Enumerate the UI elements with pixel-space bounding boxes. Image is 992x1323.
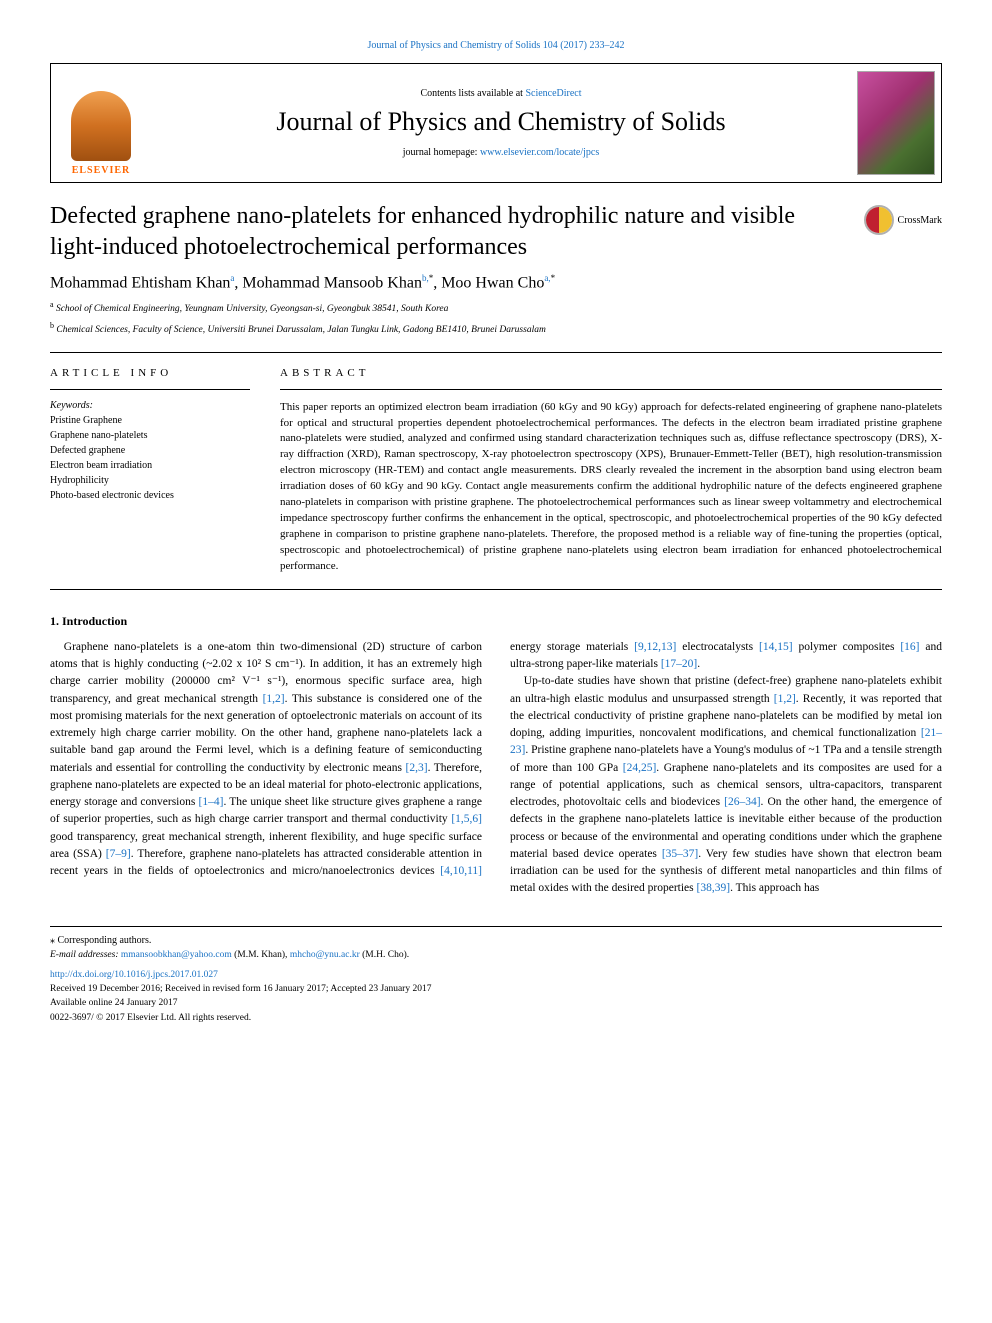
email-1[interactable]: mmansoobkhan@yahoo.com — [121, 950, 232, 960]
homepage-prefix: journal homepage: — [403, 147, 480, 158]
elsevier-logo: ELSEVIER — [51, 64, 151, 182]
ref-link[interactable]: [2,3] — [406, 762, 428, 774]
corresponding-note: ⁎ Corresponding authors. — [50, 933, 942, 948]
author-3-star: * — [551, 273, 556, 283]
affil-a-text: School of Chemical Engineering, Yeungnam… — [54, 304, 449, 314]
keyword: Graphene nano-platelets — [50, 428, 250, 443]
received-line: Received 19 December 2016; Received in r… — [50, 982, 942, 996]
abstract-head: ABSTRACT — [280, 367, 942, 379]
email-line: E-mail addresses: mmansoobkhan@yahoo.com… — [50, 948, 942, 962]
email-label: E-mail addresses: — [50, 950, 121, 960]
keyword: Electron beam irradiation — [50, 458, 250, 473]
ref-link[interactable]: [17–20] — [661, 658, 697, 670]
rule-top — [50, 352, 942, 353]
ref-link[interactable]: [1,5,6] — [451, 813, 482, 825]
ref-link[interactable]: [4,10,11] — [440, 865, 482, 877]
affiliation-b: b Chemical Sciences, Faculty of Science,… — [50, 320, 942, 337]
author-2: Mohammad Mansoob Khan — [242, 275, 422, 292]
ref-link[interactable]: [9,12,13] — [634, 641, 676, 653]
header-center: Contents lists available at ScienceDirec… — [151, 80, 851, 166]
elsevier-text: ELSEVIER — [72, 165, 131, 176]
affiliation-a: a School of Chemical Engineering, Yeungn… — [50, 299, 942, 316]
elsevier-tree-icon — [71, 91, 131, 161]
contents-prefix: Contents lists available at — [420, 88, 525, 99]
ref-link[interactable]: [26–34] — [724, 796, 760, 808]
ref-link[interactable]: [14,15] — [759, 641, 793, 653]
ref-link[interactable]: [38,39] — [697, 882, 731, 894]
journal-cover-image — [857, 71, 935, 175]
email-2-who: (M.H. Cho). — [360, 950, 409, 960]
available-line: Available online 24 January 2017 — [50, 996, 942, 1010]
keyword: Pristine Graphene — [50, 413, 250, 428]
keyword: Defected graphene — [50, 443, 250, 458]
keywords-list: Pristine Graphene Graphene nano-platelet… — [50, 413, 250, 503]
email-1-who: (M.M. Khan), — [232, 950, 290, 960]
ref-link[interactable]: [35–37] — [662, 848, 698, 860]
footer: ⁎ Corresponding authors. E-mail addresse… — [50, 926, 942, 1025]
ref-link[interactable]: [16] — [900, 641, 919, 653]
email-2[interactable]: mhcho@ynu.ac.kr — [290, 950, 360, 960]
article-title: Defected graphene nano-platelets for enh… — [50, 201, 844, 263]
ref-link[interactable]: [24,25] — [623, 762, 657, 774]
article-info: ARTICLE INFO Keywords: Pristine Graphene… — [50, 367, 250, 575]
sciencedirect-link[interactable]: ScienceDirect — [525, 88, 581, 99]
contents-line: Contents lists available at ScienceDirec… — [161, 88, 841, 99]
intro-para-2: Up-to-date studies have shown that prist… — [510, 673, 942, 897]
info-rule — [50, 389, 250, 390]
rule-bottom — [50, 589, 942, 590]
crossmark-badge[interactable]: CrossMark — [864, 205, 942, 235]
author-2-affil[interactable]: b, — [422, 273, 429, 283]
keyword: Photo-based electronic devices — [50, 488, 250, 503]
intro-heading: 1. Introduction — [50, 614, 942, 629]
author-2-star: * — [429, 273, 434, 283]
abstract-rule — [280, 389, 942, 390]
doi-link[interactable]: http://dx.doi.org/10.1016/j.jpcs.2017.01… — [50, 968, 942, 982]
journal-cover-container — [851, 64, 941, 182]
crossmark-icon — [864, 205, 894, 235]
abstract: ABSTRACT This paper reports an optimized… — [280, 367, 942, 575]
ref-link[interactable]: [1,2] — [774, 693, 796, 705]
homepage-line: journal homepage: www.elsevier.com/locat… — [161, 147, 841, 158]
affil-b-text: Chemical Sciences, Faculty of Science, U… — [54, 325, 546, 335]
ref-link[interactable]: [7–9] — [106, 848, 131, 860]
copyright-line: 0022-3697/ © 2017 Elsevier Ltd. All righ… — [50, 1011, 942, 1025]
crossmark-label: CrossMark — [898, 215, 942, 226]
journal-citation[interactable]: Journal of Physics and Chemistry of Soli… — [50, 40, 942, 51]
authors: Mohammad Ehtisham Khana, Mohammad Mansoo… — [50, 273, 942, 292]
homepage-link[interactable]: www.elsevier.com/locate/jpcs — [480, 147, 599, 158]
journal-header: ELSEVIER Contents lists available at Sci… — [50, 63, 942, 183]
ref-link[interactable]: [1,2] — [263, 693, 285, 705]
keyword: Hydrophilicity — [50, 473, 250, 488]
author-1: Mohammad Ehtisham Khan — [50, 275, 230, 292]
abstract-text: This paper reports an optimized electron… — [280, 400, 942, 575]
journal-name: Journal of Physics and Chemistry of Soli… — [161, 107, 841, 137]
intro-columns: Graphene nano-platelets is a one-atom th… — [50, 639, 942, 898]
ref-link[interactable]: [1–4] — [199, 796, 224, 808]
keywords-label: Keywords: — [50, 400, 250, 411]
author-3: Moo Hwan Cho — [441, 275, 544, 292]
author-1-affil[interactable]: a — [230, 273, 234, 283]
article-info-head: ARTICLE INFO — [50, 367, 250, 379]
